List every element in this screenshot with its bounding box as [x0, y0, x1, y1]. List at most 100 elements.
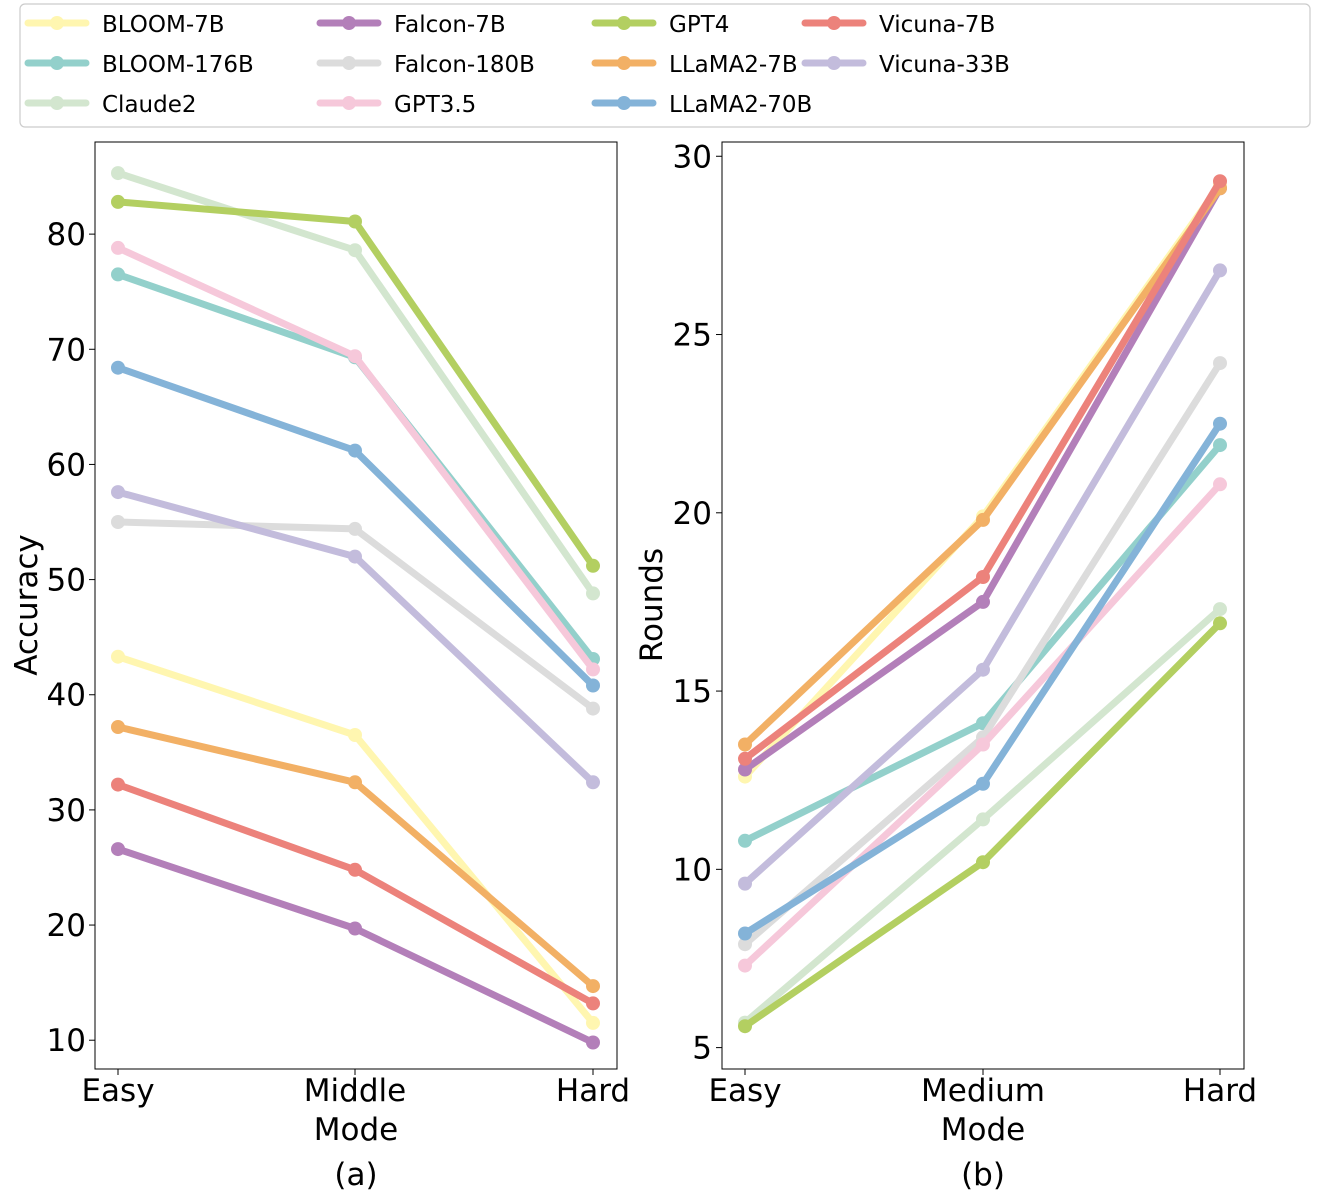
data-point-gpt3-5-hard — [1213, 477, 1227, 492]
x-axis-title: Mode — [941, 1112, 1025, 1148]
data-point-gpt3-5-hard — [586, 662, 600, 677]
x-tick-label-easy: Easy — [708, 1073, 781, 1109]
data-point-llama2-7b-hard — [586, 979, 600, 994]
y-axis-title: Rounds — [634, 548, 670, 662]
legend-swatch-marker — [827, 16, 841, 30]
y-tick-label: 80 — [47, 217, 86, 253]
data-point-llama2-7b-easy — [738, 737, 752, 752]
series-llama2-70b — [111, 360, 600, 693]
legend-entry-vicuna-7b: Vicuna-7B — [801, 12, 995, 38]
data-point-falcon-7b-middle — [348, 921, 362, 936]
data-point-gpt3-5-medium — [976, 737, 990, 752]
legend-label: Vicuna-33B — [879, 52, 1010, 78]
series-falcon-180b — [111, 515, 600, 716]
data-point-vicuna-33b-medium — [976, 662, 990, 677]
legend-swatch-marker — [342, 96, 356, 110]
y-axis-title: Accuracy — [9, 534, 45, 676]
data-point-vicuna-7b-medium — [976, 570, 990, 584]
y-tick-label: 50 — [47, 563, 86, 599]
data-point-gpt3-5-easy — [111, 240, 125, 255]
data-point-falcon-7b-easy — [738, 762, 752, 777]
legend-swatch-marker — [50, 96, 64, 110]
series-gpt3-5 — [111, 240, 600, 677]
x-axis-title: Mode — [314, 1112, 398, 1148]
legend-label: Claude2 — [102, 92, 197, 118]
data-point-gpt4-middle — [348, 214, 362, 229]
data-point-bloom-7b-middle — [348, 728, 362, 742]
x-tick-label-hard: Hard — [556, 1073, 630, 1109]
data-point-bloom-176b-easy — [738, 833, 752, 848]
data-point-gpt4-hard — [1213, 616, 1227, 631]
legend-swatch-marker — [617, 16, 631, 30]
data-point-claude2-hard — [1213, 602, 1227, 617]
data-point-llama2-70b-easy — [111, 360, 125, 375]
series-gpt3-5 — [738, 477, 1227, 973]
data-point-vicuna-7b-easy — [738, 751, 752, 766]
legend-entry-claude2: Claude2 — [24, 92, 197, 118]
legend-swatch-marker — [50, 16, 64, 30]
data-point-gpt3-5-middle — [348, 349, 362, 364]
legend-label: Falcon-180B — [394, 52, 535, 78]
legend-label: GPT4 — [669, 12, 729, 38]
data-point-vicuna-7b-easy — [111, 777, 125, 792]
legend-swatch-marker — [50, 56, 64, 70]
x-tick-label-easy: Easy — [81, 1073, 154, 1109]
legend-entry-gpt4: GPT4 — [591, 12, 729, 38]
data-point-bloom-7b-hard — [586, 1015, 600, 1030]
x-tick-label-middle: Middle — [304, 1073, 406, 1109]
legend-swatch-marker — [342, 56, 356, 70]
legend-entry-falcon-7b: Falcon-7B — [316, 12, 506, 38]
series-llama2-7b — [111, 720, 600, 994]
y-tick-label: 25 — [673, 318, 712, 354]
legend-swatch-marker — [617, 96, 631, 110]
data-point-falcon-180b-hard — [586, 701, 600, 716]
data-point-vicuna-7b-hard — [586, 996, 600, 1011]
y-tick-label: 40 — [47, 678, 86, 714]
x-tick-label-hard: Hard — [1183, 1073, 1257, 1109]
legend-frame — [19, 3, 1311, 128]
y-tick-label: 70 — [47, 332, 86, 368]
legend: BLOOM-7B BLOOM-176B Claude2 Falcon-7B Falcon… — [19, 3, 1311, 128]
series-vicuna-33b — [111, 485, 600, 790]
legend-entry-gpt3-5: GPT3.5 — [316, 92, 476, 118]
series-gpt4 — [738, 616, 1227, 1034]
data-point-gpt4-easy — [111, 194, 125, 209]
series-gpt4 — [111, 194, 600, 573]
data-point-llama2-70b-medium — [976, 776, 990, 791]
data-point-llama2-70b-hard — [586, 678, 600, 693]
data-point-vicuna-33b-easy — [738, 876, 752, 891]
y-tick-label: 20 — [47, 908, 86, 944]
series-line-falcon-7b — [114, 845, 597, 1046]
accuracy-panel: 10 20 30 40 50 60 70 80 Easy Middle Hard Mode Accura… — [9, 141, 630, 1193]
y-tick-label: 10 — [47, 1023, 86, 1059]
series-llama2-7b — [738, 181, 1227, 752]
legend-entry-llama2-7b: LLaMA2-7B — [591, 52, 798, 78]
series-vicuna-7b — [738, 174, 1227, 766]
y-tick-label: 30 — [47, 793, 86, 829]
legend-label: Falcon-7B — [394, 12, 506, 38]
plot-frame — [94, 141, 618, 1070]
legend-entry-falcon-180b: Falcon-180B — [316, 52, 535, 78]
series-vicuna-33b — [738, 263, 1227, 891]
data-point-llama2-7b-middle — [348, 775, 362, 790]
series-vicuna-7b — [111, 777, 600, 1011]
legend-label: LLaMA2-7B — [669, 52, 798, 78]
panel-caption: (b) — [961, 1157, 1005, 1193]
data-point-falcon-180b-middle — [348, 521, 362, 536]
data-point-gpt3-5-easy — [738, 958, 752, 973]
series-group — [111, 166, 600, 1050]
legend-swatch-marker — [617, 56, 631, 70]
data-point-llama2-70b-middle — [348, 443, 362, 458]
data-point-llama2-7b-easy — [111, 720, 125, 734]
data-point-falcon-180b-easy — [111, 515, 125, 529]
data-point-vicuna-7b-hard — [1213, 174, 1227, 189]
data-point-falcon-7b-easy — [111, 842, 125, 857]
data-point-vicuna-33b-middle — [348, 549, 362, 564]
legend-label: BLOOM-176B — [102, 52, 254, 78]
legend-entry-bloom-176b: BLOOM-176B — [24, 52, 254, 78]
series-bloom-7b — [111, 649, 600, 1030]
data-point-falcon-180b-easy — [738, 937, 752, 952]
legend-label: BLOOM-7B — [102, 12, 225, 38]
legend-swatch-marker — [827, 56, 841, 70]
